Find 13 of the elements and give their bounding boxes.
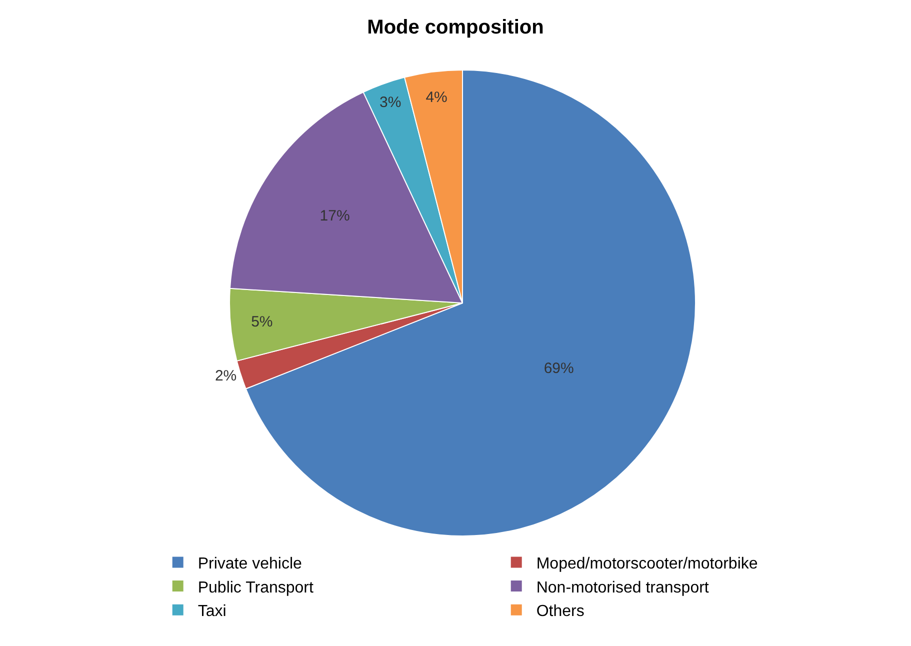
legend-label: Public Transport (198, 579, 314, 596)
data-label: 5% (251, 313, 273, 330)
legend-label: Moped/motorscooter/motorbike (536, 555, 758, 572)
data-label: 69% (544, 360, 574, 377)
legend-label: Others (536, 603, 584, 620)
legend-label: Non-motorised transport (536, 579, 710, 596)
data-label: 17% (320, 208, 350, 225)
chart-title: Mode composition (367, 16, 544, 38)
data-label: 3% (380, 94, 402, 112)
legend-label: Private vehicle (198, 555, 302, 572)
data-label: 2% (214, 367, 237, 384)
legend-label: Taxi (198, 603, 226, 620)
data-label: 4% (426, 89, 448, 106)
